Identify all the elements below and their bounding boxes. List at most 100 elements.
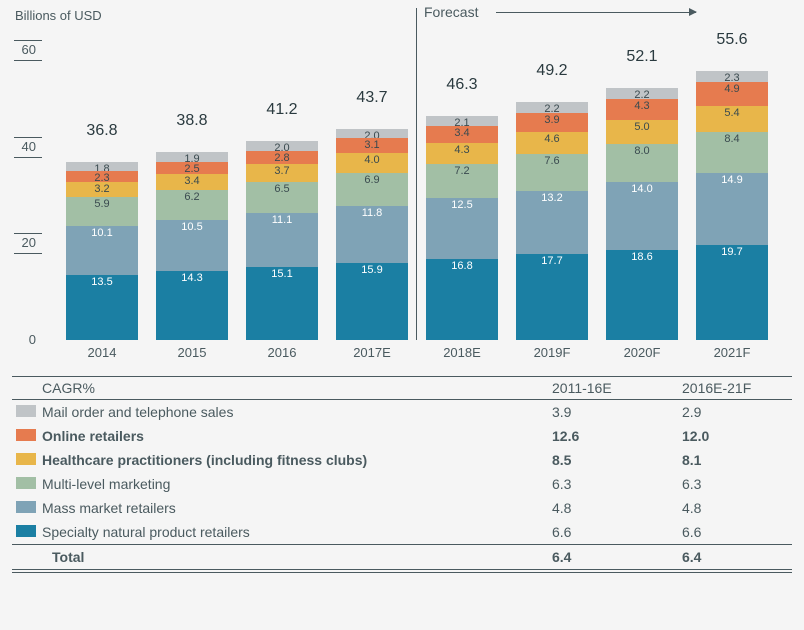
bar-segment: 2.3 bbox=[66, 171, 138, 182]
y-tick-label: 40 bbox=[18, 139, 36, 154]
y-tick-label: 0 bbox=[18, 332, 36, 347]
bar-column: 55.619.714.98.45.44.92.3 bbox=[696, 71, 768, 340]
table-row: Multi-level marketing6.36.3 bbox=[12, 472, 792, 496]
row-value-1: 6.6 bbox=[552, 524, 682, 540]
forecast-divider bbox=[416, 8, 417, 340]
bar-column: 41.215.111.16.53.72.82.0 bbox=[246, 141, 318, 340]
legend-swatch bbox=[16, 501, 36, 513]
bar-segment: 7.2 bbox=[426, 164, 498, 199]
table-row: Specialty natural product retailers6.66.… bbox=[12, 520, 792, 544]
bar-segment: 15.1 bbox=[246, 267, 318, 340]
bar-segment: 3.2 bbox=[66, 182, 138, 197]
legend-swatch bbox=[16, 405, 36, 417]
bar-segment: 6.5 bbox=[246, 182, 318, 213]
bar-segment: 4.9 bbox=[696, 82, 768, 106]
bar-segment: 2.1 bbox=[426, 116, 498, 126]
bar-total-label: 46.3 bbox=[426, 76, 498, 94]
bar-segment: 2.0 bbox=[246, 141, 318, 151]
bar-total-label: 49.2 bbox=[516, 62, 588, 80]
legend-swatch bbox=[16, 429, 36, 441]
row-value-2: 4.8 bbox=[682, 500, 792, 516]
legend-swatch bbox=[16, 525, 36, 537]
bar-segment: 10.1 bbox=[66, 226, 138, 275]
bar-segment: 6.9 bbox=[336, 173, 408, 206]
total-v1: 6.4 bbox=[552, 549, 682, 565]
row-value-1: 3.9 bbox=[552, 404, 682, 420]
table-row: Online retailers12.612.0 bbox=[12, 424, 792, 448]
total-v2: 6.4 bbox=[682, 549, 792, 565]
x-tick-label: 2014 bbox=[62, 345, 142, 360]
y-tick-label: 20 bbox=[18, 235, 36, 250]
forecast-label: Forecast bbox=[424, 4, 478, 20]
row-label: Specialty natural product retailers bbox=[42, 524, 552, 540]
bar-segment: 3.1 bbox=[336, 138, 408, 153]
legend-swatch bbox=[16, 477, 36, 489]
bar-segment: 13.5 bbox=[66, 275, 138, 340]
bar-segment: 5.0 bbox=[606, 120, 678, 144]
bar-column: 38.814.310.56.23.42.51.9 bbox=[156, 152, 228, 340]
bar-segment: 17.7 bbox=[516, 254, 588, 340]
table-header-row: CAGR% 2011-16E 2016E-21F bbox=[12, 376, 792, 400]
bar-segment: 11.8 bbox=[336, 206, 408, 263]
table-header-label: CAGR% bbox=[42, 380, 552, 396]
bar-segment: 15.9 bbox=[336, 263, 408, 340]
row-value-1: 4.8 bbox=[552, 500, 682, 516]
bar-segment: 8.0 bbox=[606, 144, 678, 183]
bar-total-label: 52.1 bbox=[606, 48, 678, 66]
table-header-col1: 2011-16E bbox=[552, 380, 682, 396]
total-label: Total bbox=[42, 549, 552, 565]
row-value-2: 2.9 bbox=[682, 404, 792, 420]
bar-segment: 12.5 bbox=[426, 198, 498, 258]
bar-column: 46.316.812.57.24.33.42.1 bbox=[426, 116, 498, 340]
bar-segment: 11.1 bbox=[246, 213, 318, 267]
bar-segment: 14.9 bbox=[696, 173, 768, 245]
bar-column: 49.217.713.27.64.63.92.2 bbox=[516, 102, 588, 340]
x-tick-label: 2020F bbox=[602, 345, 682, 360]
table-row: Mail order and telephone sales3.92.9 bbox=[12, 400, 792, 424]
row-value-2: 8.1 bbox=[682, 452, 792, 468]
bar-segment: 14.3 bbox=[156, 271, 228, 340]
bar-column: 36.813.510.15.93.22.31.8 bbox=[66, 162, 138, 340]
bar-total-label: 36.8 bbox=[66, 122, 138, 140]
bar-segment: 4.3 bbox=[606, 99, 678, 120]
forecast-arrow-icon bbox=[496, 12, 696, 13]
plot-region: 36.813.510.15.93.22.31.838.814.310.56.23… bbox=[60, 50, 790, 340]
bar-total-label: 41.2 bbox=[246, 101, 318, 119]
bar-segment: 2.2 bbox=[516, 102, 588, 113]
cagr-table: CAGR% 2011-16E 2016E-21F Mail order and … bbox=[12, 376, 792, 570]
bar-segment: 2.5 bbox=[156, 162, 228, 174]
table-header-col2: 2016E-21F bbox=[682, 380, 792, 396]
legend-swatch bbox=[16, 453, 36, 465]
bar-segment: 10.5 bbox=[156, 220, 228, 271]
bar-segment: 3.9 bbox=[516, 113, 588, 132]
bar-segment: 2.8 bbox=[246, 151, 318, 165]
bar-column: 43.715.911.86.94.03.12.0 bbox=[336, 129, 408, 340]
x-tick-label: 2018E bbox=[422, 345, 502, 360]
table-row: Mass market retailers4.84.8 bbox=[12, 496, 792, 520]
x-tick-label: 2019F bbox=[512, 345, 592, 360]
bar-segment: 2.0 bbox=[336, 129, 408, 139]
row-value-1: 6.3 bbox=[552, 476, 682, 492]
x-tick-label: 2016 bbox=[242, 345, 322, 360]
x-tick-label: 2015 bbox=[152, 345, 232, 360]
row-label: Mass market retailers bbox=[42, 500, 552, 516]
bar-total-label: 55.6 bbox=[696, 31, 768, 49]
bar-segment: 13.2 bbox=[516, 191, 588, 255]
row-label: Multi-level marketing bbox=[42, 476, 552, 492]
row-label: Healthcare practitioners (including fitn… bbox=[42, 452, 552, 468]
bar-segment: 4.6 bbox=[516, 132, 588, 154]
y-tick-label: 60 bbox=[18, 42, 36, 57]
chart-area: Billions of USD 0204060 36.813.510.15.93… bbox=[0, 0, 804, 370]
row-value-2: 6.3 bbox=[682, 476, 792, 492]
row-value-2: 6.6 bbox=[682, 524, 792, 540]
bar-segment: 3.7 bbox=[246, 164, 318, 182]
table-total-row: Total 6.4 6.4 bbox=[12, 544, 792, 570]
bar-segment: 4.0 bbox=[336, 153, 408, 172]
bar-segment: 19.7 bbox=[696, 245, 768, 340]
bar-segment: 6.2 bbox=[156, 190, 228, 220]
bar-segment: 7.6 bbox=[516, 154, 588, 191]
bar-segment: 8.4 bbox=[696, 132, 768, 173]
bar-segment: 3.4 bbox=[156, 174, 228, 190]
bar-total-label: 43.7 bbox=[336, 89, 408, 107]
bar-column: 52.118.614.08.05.04.32.2 bbox=[606, 88, 678, 340]
